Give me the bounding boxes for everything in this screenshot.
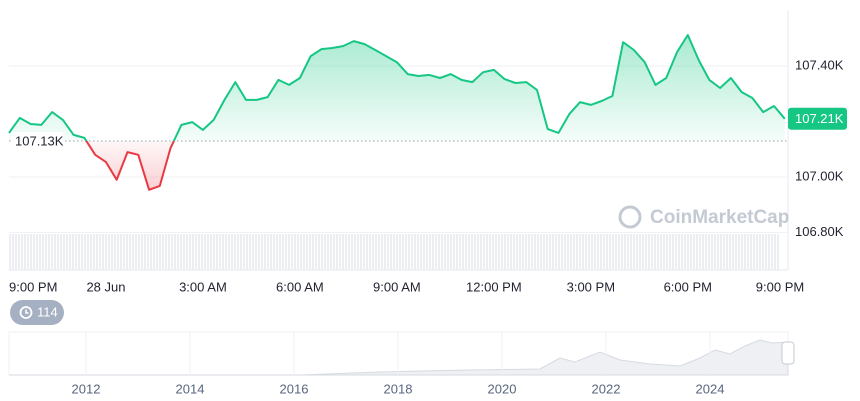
price-badge xyxy=(788,107,847,130)
navigator-year: 2012 xyxy=(72,381,101,396)
clock-hand xyxy=(25,309,29,314)
navigator-year: 2014 xyxy=(176,381,205,396)
y-tick-label: 107.40K xyxy=(795,57,844,72)
area xyxy=(9,35,785,190)
navigator-year: 2018 xyxy=(384,381,413,396)
x-tick-label: 9:00 AM xyxy=(373,279,421,294)
watermark-logo xyxy=(618,205,642,229)
price-badge-label: 107.21K xyxy=(795,111,844,126)
x-tick-label: 9:00 PM xyxy=(756,279,804,294)
baseline-label-bg xyxy=(11,131,63,150)
watermark: CoinMarketCap xyxy=(618,205,789,229)
x-tick-label: 6:00 AM xyxy=(276,279,324,294)
x-tick-label: 28 Jun xyxy=(86,279,125,294)
baseline-label: 107.13K xyxy=(15,133,64,148)
navigator-area xyxy=(9,339,789,376)
watermark-text: CoinMarketCap xyxy=(650,207,789,228)
volume-bars xyxy=(9,234,779,270)
navigator-handle[interactable] xyxy=(781,341,795,365)
y-tick-label: 107.00K xyxy=(795,168,844,183)
x-tick-label: 9:00 PM xyxy=(9,279,57,294)
navigator-year: 2016 xyxy=(280,381,309,396)
x-tick-label: 3:00 AM xyxy=(179,279,227,294)
x-tick-label: 3:00 PM xyxy=(567,279,615,294)
x-tick-label: 12:00 PM xyxy=(466,279,522,294)
clock-icon xyxy=(19,306,33,319)
navigator: 2012 2014 2016 2018 2020 2022 2024 xyxy=(8,331,795,396)
navigator-year: 2024 xyxy=(696,381,725,396)
x-tick-label: 6:00 PM xyxy=(664,279,712,294)
badge-count: 114 xyxy=(37,304,58,319)
navigator-year: 2020 xyxy=(488,381,517,396)
y-tick-label: 106.80K xyxy=(795,224,844,239)
history-badge[interactable]: 114 xyxy=(10,300,64,325)
navigator-year: 2022 xyxy=(592,381,621,396)
price-line xyxy=(8,34,786,191)
badge-bg xyxy=(10,300,64,325)
